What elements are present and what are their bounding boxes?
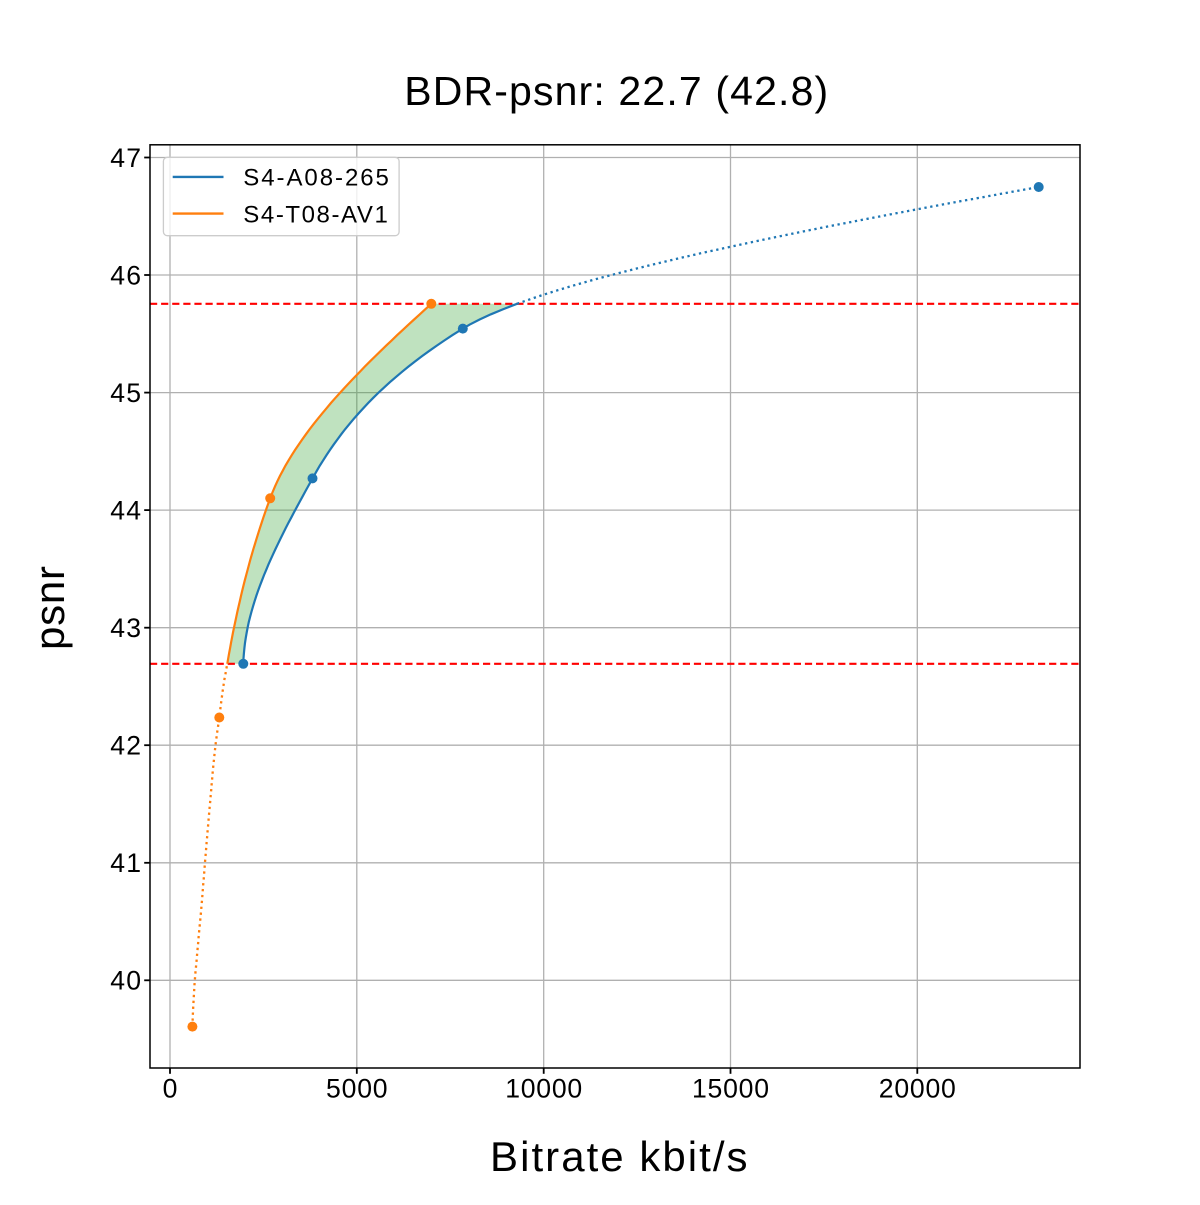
svg-text:44: 44 xyxy=(110,495,141,525)
svg-text:BDR-psnr: 22.7 (42.8): BDR-psnr: 22.7 (42.8) xyxy=(404,68,828,114)
svg-text:0: 0 xyxy=(163,1074,178,1104)
svg-text:42: 42 xyxy=(110,731,141,761)
svg-text:S4-A08-265: S4-A08-265 xyxy=(243,165,389,192)
svg-text:43: 43 xyxy=(110,613,141,643)
svg-text:40: 40 xyxy=(110,966,141,996)
svg-text:15000: 15000 xyxy=(692,1074,769,1104)
svg-text:41: 41 xyxy=(110,848,141,878)
svg-text:45: 45 xyxy=(110,378,141,408)
svg-text:47: 47 xyxy=(110,143,141,173)
svg-text:20000: 20000 xyxy=(879,1074,956,1104)
svg-text:10000: 10000 xyxy=(505,1074,582,1104)
svg-text:46: 46 xyxy=(110,260,141,290)
svg-text:5000: 5000 xyxy=(326,1074,388,1104)
svg-text:Bitrate kbit/s: Bitrate kbit/s xyxy=(490,1133,748,1180)
svg-text:psnr: psnr xyxy=(26,566,73,650)
